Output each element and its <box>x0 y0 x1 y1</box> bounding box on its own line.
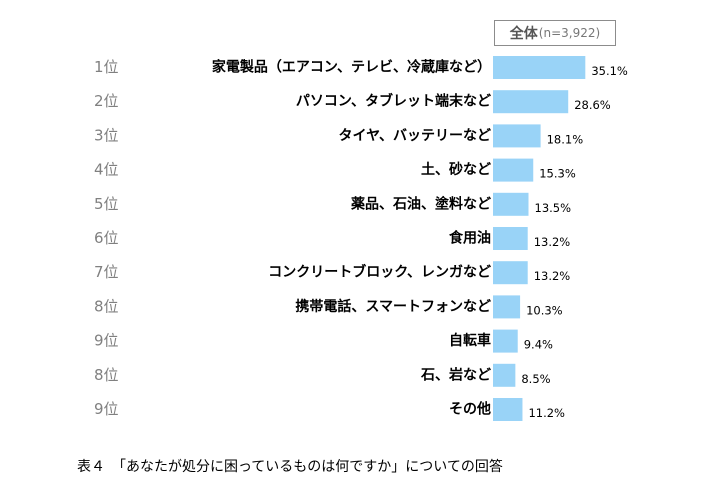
legend-sample-size: (n=3,922) <box>538 26 601 40</box>
value-label: 18.1% <box>547 132 584 146</box>
value-label: 10.3% <box>526 303 563 317</box>
bar <box>493 90 569 114</box>
rank-label: 5位 <box>94 195 119 213</box>
category-label: 家電製品（エアコン、テレビ、冷蔵庫など） <box>212 59 491 76</box>
rank-label: 3位 <box>94 126 119 144</box>
rank-label: 1位 <box>94 58 119 76</box>
bar <box>493 227 528 250</box>
bar <box>493 295 521 319</box>
category-label: タイヤ、バッテリーなど <box>339 128 491 144</box>
value-label: 11.2% <box>528 406 565 420</box>
category-label: 携帯電話、スマートフォンなど <box>295 298 491 315</box>
rank-label: 8位 <box>94 297 119 315</box>
value-label: 9.4% <box>524 338 553 352</box>
rank-label: 9位 <box>94 332 119 350</box>
rank-label: 9位 <box>94 400 119 418</box>
category-label: 土、砂など <box>421 161 491 178</box>
rank-label: 6位 <box>94 229 119 247</box>
legend-series-name: 全体 <box>509 26 538 42</box>
value-label: 28.6% <box>574 98 611 112</box>
rank-label: 7位 <box>94 263 119 281</box>
category-label: 石、岩など <box>420 366 491 383</box>
value-label: 15.3% <box>539 167 576 181</box>
category-label: その他 <box>449 401 491 418</box>
category-label: 食用油 <box>449 230 491 247</box>
value-label: 8.5% <box>521 372 550 386</box>
bar <box>493 158 534 182</box>
rank-label: 2位 <box>94 92 119 110</box>
category-label: 自転車 <box>449 332 491 349</box>
rank-label: 8位 <box>94 366 119 384</box>
bar <box>493 261 528 285</box>
bar <box>493 363 516 387</box>
category-label: パソコン、タブレット端末など <box>296 93 491 110</box>
category-label: 薬品、石油、塗料など <box>351 195 491 212</box>
value-label: 35.1% <box>591 64 628 78</box>
rank-label: 4位 <box>94 161 119 179</box>
legend-box: 全体 (n=3,922) <box>494 20 616 46</box>
bar <box>493 56 586 79</box>
table-caption: 表４ 「あなたが処分に困っているものは何ですか」についての回答 <box>77 459 503 475</box>
bar <box>493 329 518 353</box>
category-label: コンクリートブロック、レンガなど <box>268 264 491 281</box>
value-label: 13.2% <box>534 269 571 283</box>
bar <box>493 124 541 148</box>
value-label: 13.2% <box>534 235 571 249</box>
value-label: 13.5% <box>535 201 572 215</box>
bar <box>493 398 523 421</box>
bar <box>493 192 529 216</box>
